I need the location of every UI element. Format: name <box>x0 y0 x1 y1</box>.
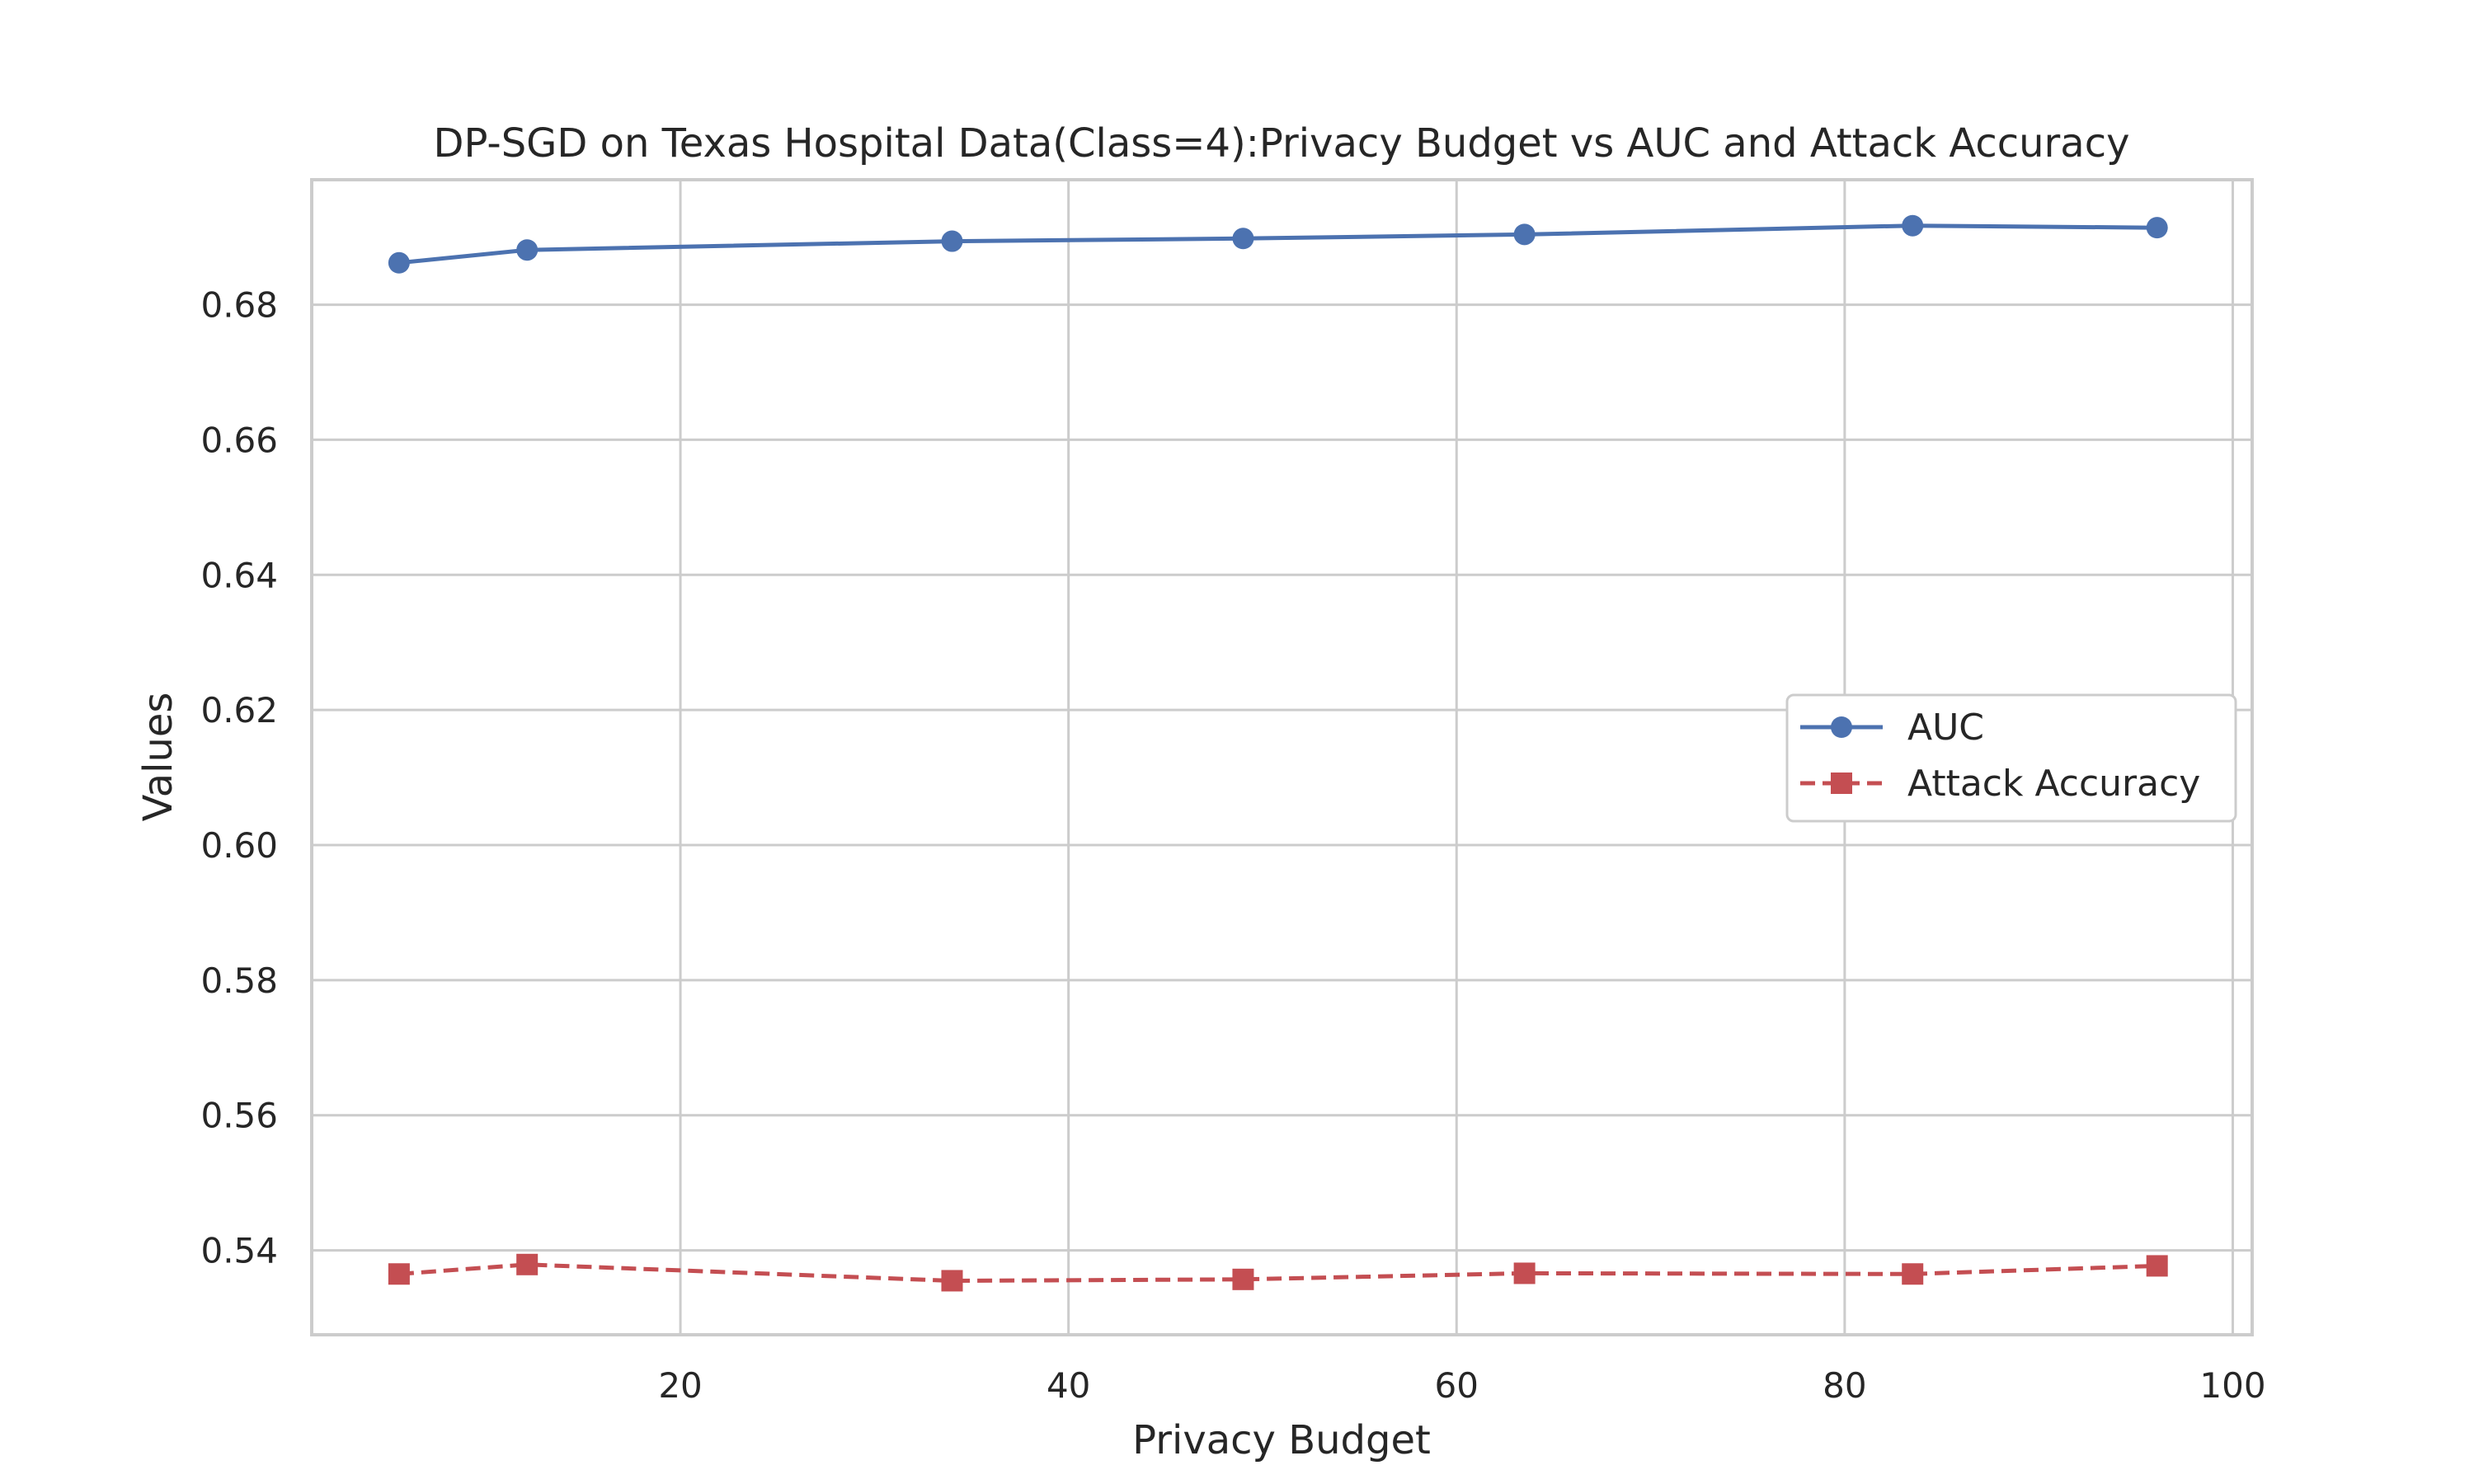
auc-point <box>941 230 963 252</box>
attack-accuracy-line <box>398 1262 2157 1283</box>
attack-accuracy-point <box>1513 1262 1536 1284</box>
x-tick-label: 60 <box>1435 1365 1479 1406</box>
auc-line <box>398 223 2157 265</box>
legend-label-attack-accuracy: Attack Accuracy <box>1907 763 2200 805</box>
attack-accuracy-point <box>2146 1255 2168 1277</box>
y-tick-label: 0.66 <box>200 420 278 460</box>
legend: AUC Attack Accuracy <box>1785 693 2237 823</box>
attack-accuracy-point <box>941 1270 963 1292</box>
attack-accuracy-point <box>1232 1268 1254 1290</box>
auc-point <box>388 251 410 274</box>
x-axis-label: Privacy Budget <box>1132 1417 1431 1463</box>
legend-marker-attack-accuracy <box>1831 773 1852 794</box>
y-tick-label: 0.58 <box>200 960 278 1001</box>
y-tick-label: 0.56 <box>200 1096 278 1136</box>
y-axis-label: Values <box>135 693 181 822</box>
series-lines <box>388 214 2168 1292</box>
auc-point <box>1232 228 1254 250</box>
x-tick-label: 20 <box>658 1365 702 1406</box>
plot-frame <box>310 178 2254 1336</box>
y-tick-label: 0.64 <box>200 555 278 595</box>
legend-box <box>1785 693 2237 823</box>
attack-accuracy-point <box>1902 1263 1924 1285</box>
attack-accuracy-point <box>516 1253 539 1275</box>
y-tick-label: 0.54 <box>200 1231 278 1271</box>
auc-point <box>1902 214 1924 237</box>
y-tick-label: 0.68 <box>200 285 278 326</box>
chart-title: DP-SGD on Texas Hospital Data(Class=4):P… <box>434 120 2130 167</box>
x-tick-label: 80 <box>1823 1365 1866 1406</box>
auc-point <box>516 239 539 261</box>
x-tick-label: 100 <box>2199 1365 2265 1406</box>
legend-label-auc: AUC <box>1907 707 1984 749</box>
y-tick-label: 0.62 <box>200 690 278 730</box>
legend-marker-auc <box>1831 716 1852 738</box>
auc-point <box>2146 217 2168 239</box>
auc-point <box>1513 223 1536 246</box>
attack-accuracy-point <box>388 1263 410 1285</box>
tick-labels: 20 40 60 80 100 0.54 0.56 0.58 0.60 0.62 0.64 0.66 0… <box>200 285 2265 1406</box>
x-tick-label: 40 <box>1047 1365 1090 1406</box>
y-tick-label: 0.60 <box>200 825 278 866</box>
